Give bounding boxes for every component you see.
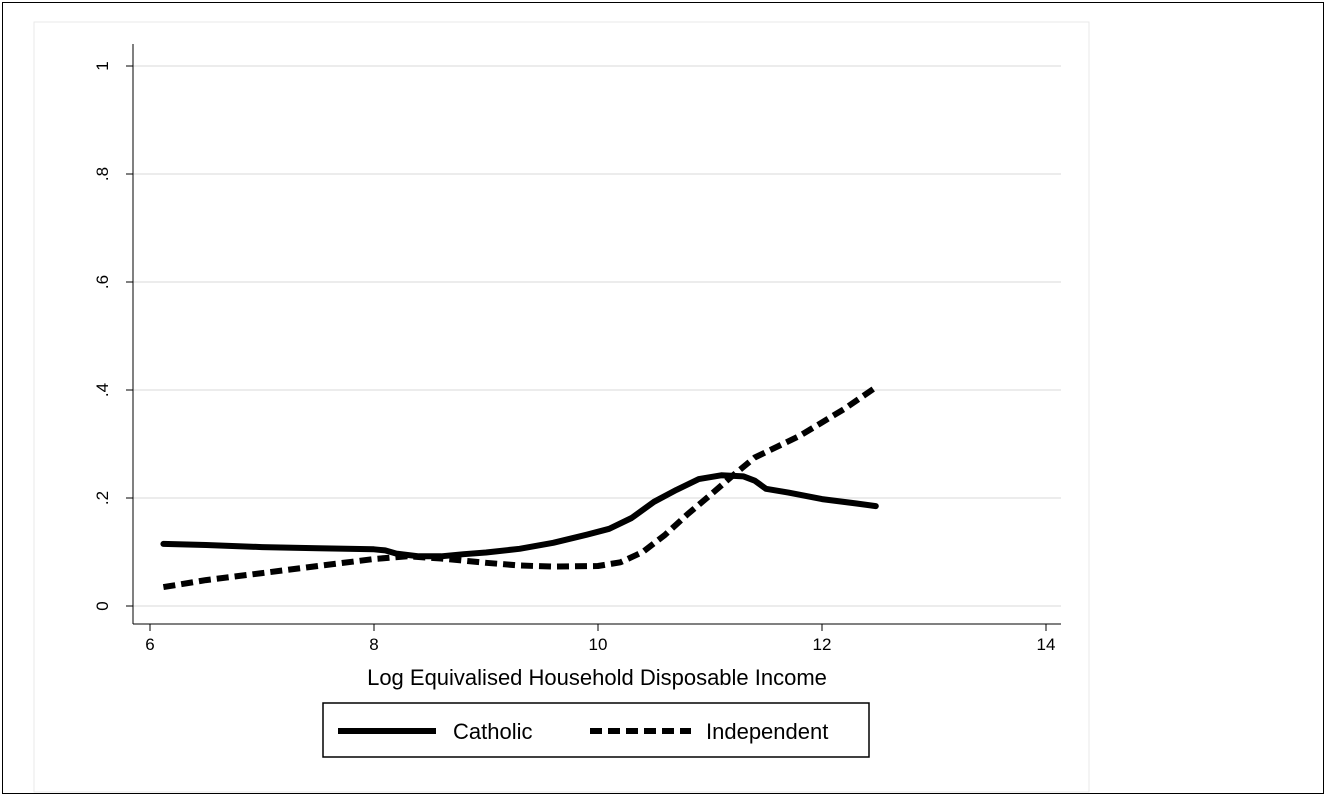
legend: Catholic Independent (322, 702, 870, 758)
y-tick-label: .6 (93, 275, 112, 289)
axes: 0 .2 .4 .6 .8 1 6 8 10 12 14 (93, 44, 1061, 654)
x-tick-label: 6 (145, 635, 154, 654)
x-tick-label: 8 (369, 635, 378, 654)
x-tick-label: 12 (813, 635, 832, 654)
plot-area (133, 44, 1061, 624)
y-tick-label: .4 (93, 383, 112, 397)
y-tick-label: .8 (93, 167, 112, 181)
legend-label-catholic: Catholic (453, 719, 532, 744)
y-tick-label: 0 (93, 601, 112, 610)
series-line-independent (162, 384, 878, 591)
x-tick-label: 14 (1037, 635, 1056, 654)
y-tick-label: 1 (93, 61, 112, 70)
gridlines (133, 65, 1061, 607)
y-tick-label: .2 (93, 491, 112, 505)
data-series (160, 384, 879, 591)
series-line-catholic (160, 472, 879, 560)
x-axis-title: Log Equivalised Household Disposable Inc… (367, 665, 827, 690)
legend-label-independent: Independent (706, 719, 828, 744)
x-tick-label: 10 (589, 635, 608, 654)
